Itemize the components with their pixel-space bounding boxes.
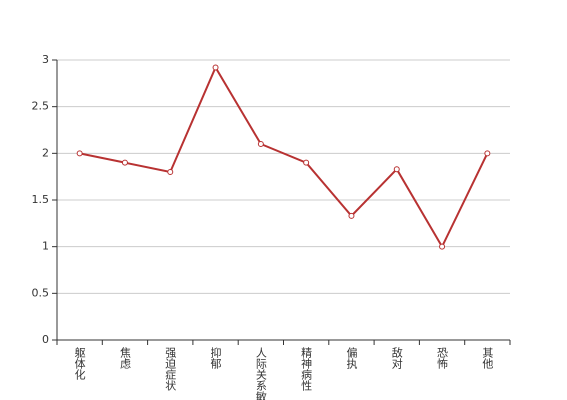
point (303, 159, 310, 166)
point (393, 166, 400, 173)
x-tick-label: 焦虑 (118, 347, 131, 369)
y-tick-label: 1.5 (32, 193, 50, 206)
y-tick-label: 2.5 (32, 100, 50, 113)
point (257, 141, 264, 147)
x-tick-label: 抑郁 (209, 346, 222, 369)
x-tick-label: 精神病性 (300, 347, 313, 392)
x-tick-label: 偏执 (345, 346, 358, 370)
point (76, 150, 83, 157)
y-tick-label: 0.5 (32, 286, 50, 299)
x-tick-label: 人际关系敏感 (254, 347, 267, 400)
y-tick-label: 3 (42, 53, 49, 66)
point (439, 243, 446, 250)
point (121, 159, 128, 166)
y-tick-label: 0 (42, 333, 49, 346)
point (212, 64, 219, 71)
x-tick-label: 躯体化 (73, 347, 86, 381)
point (348, 212, 355, 219)
x-tick-label: 恐怖 (436, 347, 449, 369)
point (167, 169, 174, 175)
point (484, 150, 491, 157)
x-tick-label: 其他 (481, 347, 494, 369)
line (79, 65, 489, 249)
x-tick-label: 敌对 (390, 346, 403, 369)
y-tick-label: 1 (42, 240, 49, 253)
x-tick-label: 强迫症状 (164, 347, 177, 391)
y-tick-label: 2 (42, 146, 49, 159)
